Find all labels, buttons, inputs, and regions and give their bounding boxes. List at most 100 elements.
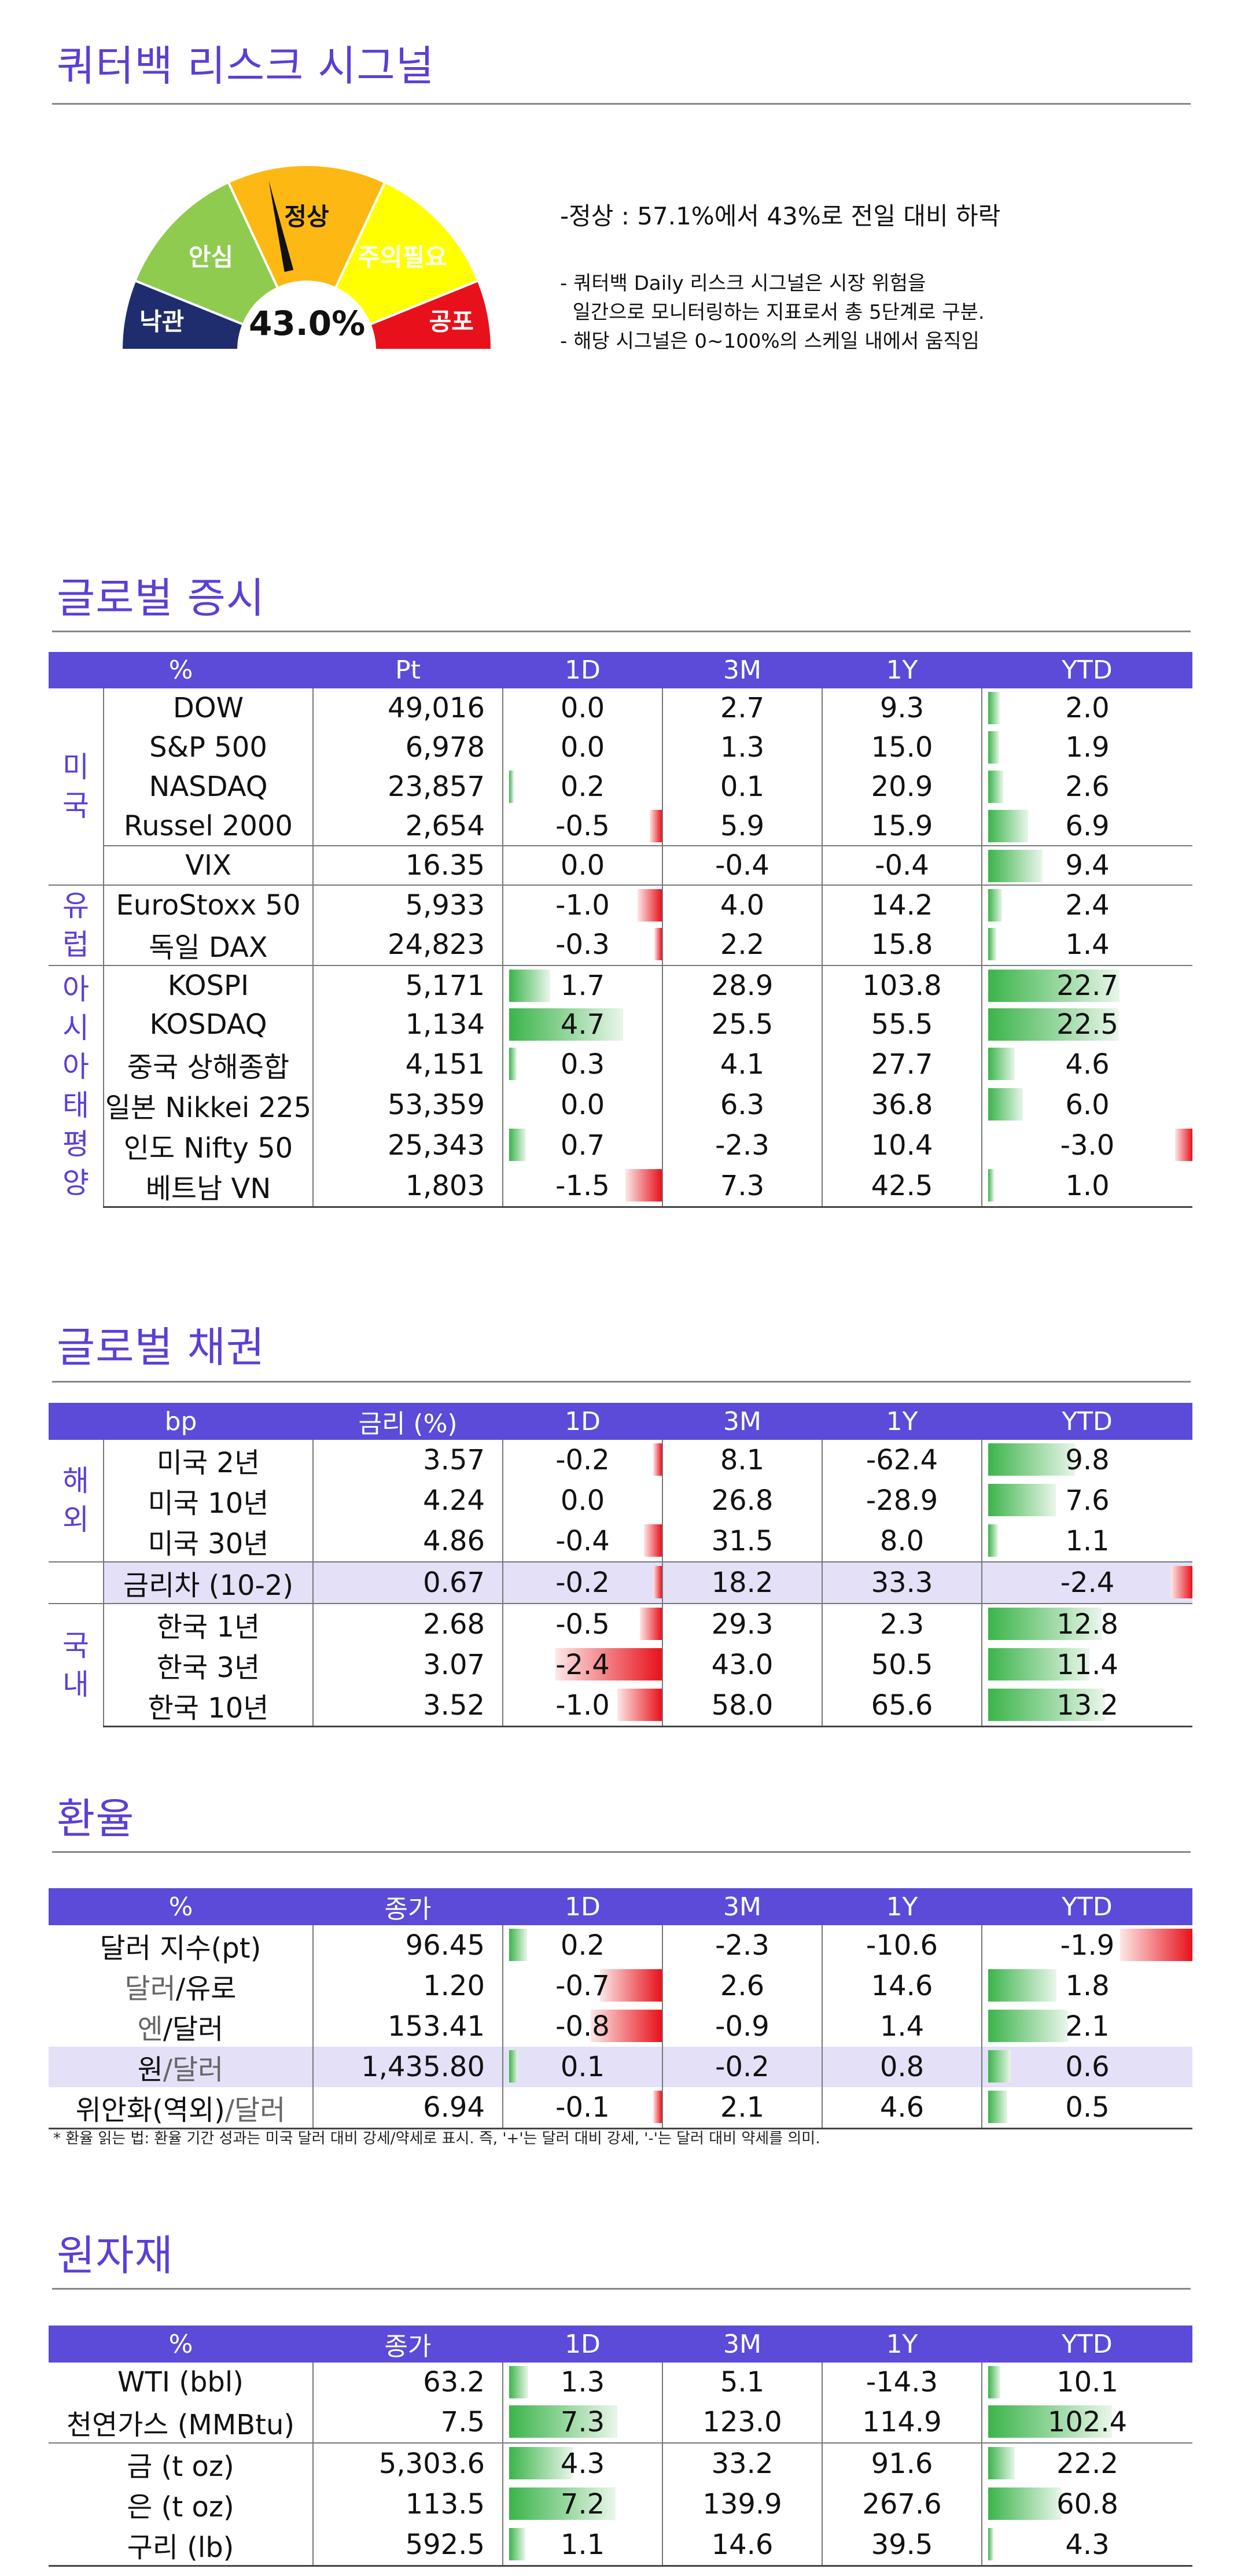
- equity-rule: [52, 631, 1191, 632]
- d1-value: -0.2: [555, 1444, 610, 1476]
- ytd-cell: 6.0: [981, 1085, 1192, 1125]
- ytd-bar: [988, 1443, 1076, 1476]
- d1-bar: [617, 1689, 662, 1721]
- row-name: Russel 2000: [124, 809, 293, 842]
- table-row: 아 시 아 태 평 양 KOSPI 5,171 1.7 28.9 103.8 22.7: [49, 965, 1192, 1207]
- row-name: KOSPI: [104, 965, 313, 1005]
- row-level: 23,857: [312, 767, 503, 806]
- m3-cell: 139.9: [662, 2484, 822, 2525]
- ytd-value: 60.8: [1056, 2488, 1118, 2520]
- d1-cell: 0.7: [502, 1125, 662, 1166]
- ytd-bar: [988, 692, 1000, 724]
- d1-cell: 0.0: [502, 1480, 663, 1521]
- row-name: 중국 상해종합: [127, 1051, 290, 1084]
- m3-cell: -2.3: [662, 1925, 822, 1966]
- ytd-bar: [988, 970, 1120, 1002]
- header-4: 1Y: [822, 2326, 982, 2363]
- row-level: 5,171: [312, 965, 503, 1005]
- m3-cell: 26.8: [662, 1480, 823, 1521]
- d1-bar: [509, 1008, 623, 1041]
- row-level: 2,654: [312, 806, 503, 846]
- row-name: EuroStoxx 50: [104, 885, 313, 924]
- table-row: 해 외 미국 2년 3.57 -0.2 8.1 -62.4 9.8: [49, 1440, 1193, 1562]
- ytd-value: 1.0: [1065, 1170, 1110, 1202]
- ytd-bar: [988, 2447, 1015, 2479]
- gauge-label-4: 공포: [429, 307, 474, 336]
- row-level: 1,134: [312, 1005, 503, 1044]
- d1-value: 0.0: [560, 731, 605, 764]
- d1-value: 0.2: [560, 771, 605, 803]
- header-1: 종가: [313, 2326, 503, 2363]
- gauge-label-1: 안심: [189, 243, 233, 271]
- table-row: 천연가스 (MMBtu) 7.5 7.3 123.0 114.9 102.4: [49, 2402, 1192, 2443]
- row-level: 0.67: [312, 1561, 503, 1604]
- y1-cell: 14.6: [822, 1966, 982, 2006]
- d1-bar: [644, 1524, 662, 1557]
- ytd-cell: 7.6: [981, 1480, 1193, 1521]
- d1-cell: 0.1: [502, 2047, 662, 2087]
- ytd-value: 6.9: [1065, 809, 1110, 842]
- d1-cell: -0.7: [502, 1966, 662, 2006]
- d1-bar: [654, 928, 662, 960]
- m3-cell: 2.1: [662, 2087, 822, 2129]
- y1-cell: 8.0: [822, 1521, 982, 1562]
- table-row: 일본 Nikkei 225 53,359 0.0 6.3 36.8 6.0: [49, 1085, 1192, 1125]
- d1-cell: 1.3: [502, 2363, 662, 2402]
- row-level: 3.07: [312, 1645, 503, 1685]
- ytd-bar: [988, 1008, 1118, 1041]
- ytd-value: 11.4: [1056, 1649, 1118, 1681]
- d1-cell: -1.0: [502, 885, 662, 924]
- ytd-value: 2.0: [1065, 692, 1110, 724]
- ytd-bar: [988, 1048, 1015, 1080]
- ytd-value: 9.4: [1065, 849, 1110, 882]
- m3-cell: 0.1: [662, 767, 822, 806]
- table-row: 미국 10년 4.24 0.0 26.8 -28.9 7.6: [49, 1480, 1193, 1521]
- row-level: 1.20: [312, 1966, 503, 2006]
- row-level: 6,978: [312, 728, 503, 767]
- header-0: bp: [49, 1403, 314, 1440]
- row-level: 3.52: [312, 1685, 503, 1727]
- table-row: 구리 (lb) 592.5 1.1 14.6 39.5 4.3: [49, 2525, 1192, 2567]
- header-1: 금리 (%): [313, 1403, 503, 1440]
- ytd-cell: 12.8: [981, 1603, 1193, 1645]
- ytd-value: 22.7: [1056, 969, 1118, 1002]
- m3-cell: -0.4: [662, 845, 822, 885]
- d1-value: 0.7: [560, 1129, 605, 1162]
- y1-cell: 15.8: [822, 924, 982, 965]
- d1-bar: [509, 2050, 518, 2083]
- d1-bar: [509, 1129, 526, 1161]
- d1-cell: -0.2: [502, 1561, 663, 1604]
- d1-value: 1.7: [560, 969, 605, 1002]
- row-level: 592.5: [312, 2525, 503, 2567]
- fx-rule: [52, 1851, 1191, 1853]
- ytd-cell: 10.1: [981, 2363, 1192, 2402]
- m3-cell: 4.1: [662, 1044, 822, 1085]
- ytd-bar: [988, 1689, 1106, 1721]
- row-name: KOSDAQ: [149, 1008, 267, 1041]
- row-name: 한국 3년: [156, 1652, 260, 1684]
- d1-cell: 0.0: [502, 728, 662, 767]
- row-level: 96.45: [312, 1925, 503, 1966]
- ytd-cell: 1.0: [981, 1166, 1192, 1208]
- ytd-cell: -3.0: [981, 1125, 1192, 1166]
- table-row: 베트남 VN 1,803 -1.5 7.3 42.5 1.0: [49, 1166, 1192, 1208]
- header-3: 3M: [662, 1403, 823, 1440]
- d1-cell: 0.3: [502, 1044, 662, 1085]
- ytd-value: 1.9: [1065, 731, 1110, 764]
- row-name: VIX: [104, 845, 313, 885]
- d1-value: 0.0: [560, 692, 605, 724]
- m3-cell: 5.1: [662, 2363, 822, 2402]
- d1-bar: [509, 1048, 517, 1080]
- ytd-cell: -1.9: [981, 1925, 1192, 1966]
- d1-value: 7.3: [560, 2406, 605, 2438]
- ytd-cell: 22.5: [981, 1005, 1192, 1044]
- row-name: 일본 Nikkei 225: [105, 1092, 312, 1124]
- gauge-label-2: 정상: [284, 202, 329, 231]
- d1-cell: -0.5: [502, 1603, 663, 1645]
- ytd-cell: 2.0: [981, 688, 1192, 728]
- gauge-segment-2: [227, 164, 386, 353]
- d1-bar: [509, 771, 514, 803]
